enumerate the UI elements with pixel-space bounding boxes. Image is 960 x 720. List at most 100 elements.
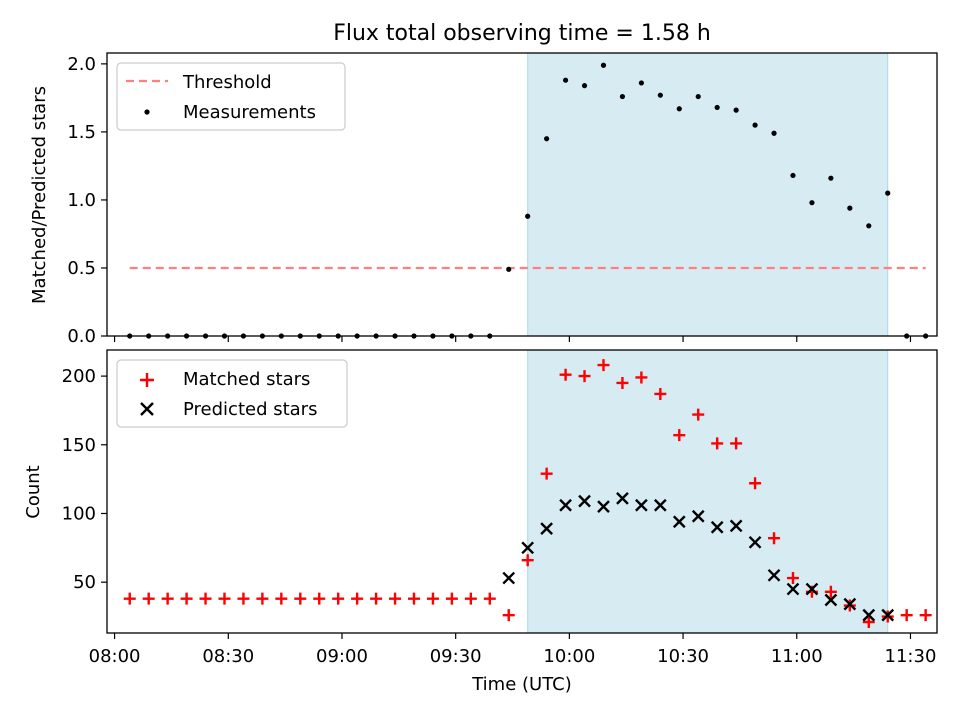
matched-star-point <box>275 592 288 605</box>
bottom-highlight-region <box>527 349 889 634</box>
measurement-point <box>809 200 815 206</box>
x-tick-label: 10:00 <box>543 646 595 667</box>
matched-star-point <box>540 467 553 480</box>
measurement-point <box>828 175 834 181</box>
matched-star-point <box>294 592 307 605</box>
top-panel: 0.00.51.01.52.0 Matched/Predicted stars … <box>29 52 938 347</box>
matched-star-point <box>256 592 269 605</box>
matched-star-point <box>407 592 420 605</box>
predicted-star-point <box>767 568 781 582</box>
legend-matched-label: Matched stars <box>183 369 310 390</box>
measurement-point <box>676 106 682 112</box>
top-x-axis-ticks <box>113 336 912 342</box>
measurement-point <box>790 172 796 179</box>
measurement-point <box>771 130 777 136</box>
measurement-point <box>544 136 550 142</box>
bottom-plot-frame <box>106 349 938 634</box>
x-tick-label: 08:30 <box>202 646 254 667</box>
y-tick-label: 2.0 <box>67 54 96 75</box>
y-tick-label: 0.5 <box>67 258 96 279</box>
matched-star-point <box>161 592 174 605</box>
matched-star-point <box>559 368 572 381</box>
predicted-star-point <box>843 597 857 611</box>
y-tick-label: 50 <box>73 572 96 593</box>
x-tick-label: 11:00 <box>771 646 823 667</box>
predicted-star-point <box>862 608 876 622</box>
measurement-point <box>619 93 626 100</box>
matched-star-point <box>692 408 705 421</box>
measurement-point <box>752 122 758 128</box>
matched-star-point <box>483 592 496 605</box>
legend-predicted-label: Predicted stars <box>183 399 317 420</box>
matched-star-point <box>351 592 364 605</box>
top-y-axis-label: Matched/Predicted stars <box>29 86 50 304</box>
matched-star-point <box>313 592 326 605</box>
predicted-star-point <box>710 520 724 534</box>
measurement-point <box>638 80 644 86</box>
predicted-star-point <box>540 522 553 535</box>
x-tick-label: 09:00 <box>316 646 368 667</box>
measurement-point <box>885 190 891 196</box>
top-highlight-region <box>527 52 889 337</box>
matched-star-point <box>370 592 383 605</box>
predicted-star-point <box>653 498 667 512</box>
predicted-star-point <box>729 519 743 533</box>
predicted-star-point <box>881 608 895 622</box>
predicted-star-point <box>635 498 648 512</box>
matched-star-point <box>616 376 629 389</box>
predicted-star-point <box>521 541 535 555</box>
chart-title: Flux total observing time = 1.58 h <box>333 21 711 46</box>
y-tick-label: 0.0 <box>67 326 96 347</box>
x-tick-label: 11:30 <box>885 646 937 667</box>
top-plot-frame <box>106 52 938 337</box>
predicted-star-point <box>559 498 572 512</box>
top-legend: Threshold Measurements <box>116 62 346 131</box>
measurement-point <box>847 205 853 211</box>
matched-stars-series <box>123 359 932 629</box>
y-tick-label: 1.0 <box>67 190 96 211</box>
matched-star-point <box>502 609 515 622</box>
matched-star-point <box>445 592 458 605</box>
x-axis-label: Time (UTC) <box>471 674 572 695</box>
matched-star-point <box>768 532 781 545</box>
matched-star-point <box>464 592 477 605</box>
y-tick-label: 1.5 <box>67 122 96 143</box>
predicted-star-point <box>824 593 838 607</box>
legend-measurements-swatch <box>144 109 150 115</box>
predicted-star-point <box>578 494 591 508</box>
matched-star-point <box>711 437 724 450</box>
bottom-x-axis-ticks: 08:00 08:30 09:00 09:30 10:00 10:30 11:00 11:30 <box>89 633 937 667</box>
matched-star-point <box>237 592 250 605</box>
matched-star-point <box>199 592 212 605</box>
y-tick-label: 200 <box>62 366 96 387</box>
measurement-point <box>657 92 663 98</box>
predicted-star-point <box>616 492 629 505</box>
matched-star-point <box>635 371 648 384</box>
bottom-legend-frame <box>116 359 348 428</box>
matched-star-point <box>730 437 743 450</box>
matched-star-point <box>597 359 610 372</box>
matched-star-point <box>180 592 193 605</box>
measurement-point <box>866 223 872 229</box>
predicted-star-point <box>748 535 762 549</box>
matched-star-point <box>389 592 402 605</box>
matched-star-point <box>123 592 136 605</box>
predicted-star-point <box>502 571 516 585</box>
matched-star-point <box>426 592 439 605</box>
predicted-star-point <box>786 582 800 596</box>
x-tick-label: 08:00 <box>89 646 141 667</box>
predicted-star-point <box>672 515 686 529</box>
matched-star-point <box>824 585 837 598</box>
matched-star-point <box>919 609 932 622</box>
measurement-point <box>506 266 512 272</box>
matched-star-point <box>654 387 667 400</box>
matched-star-point <box>521 554 534 567</box>
matched-star-point <box>900 609 913 622</box>
top-y-axis-ticks: 0.0 0.5 1.0 1.5 2.0 <box>67 54 107 347</box>
predicted-star-point <box>597 500 610 513</box>
bottom-y-axis-label: Count <box>23 465 44 518</box>
measurement-point <box>695 93 701 100</box>
bottom-legend: Matched stars Predicted stars <box>116 359 348 428</box>
bottom-panel: 50 100 150 200 08:00 08:30 09:00 09:30 10:00 10:… <box>23 349 938 695</box>
